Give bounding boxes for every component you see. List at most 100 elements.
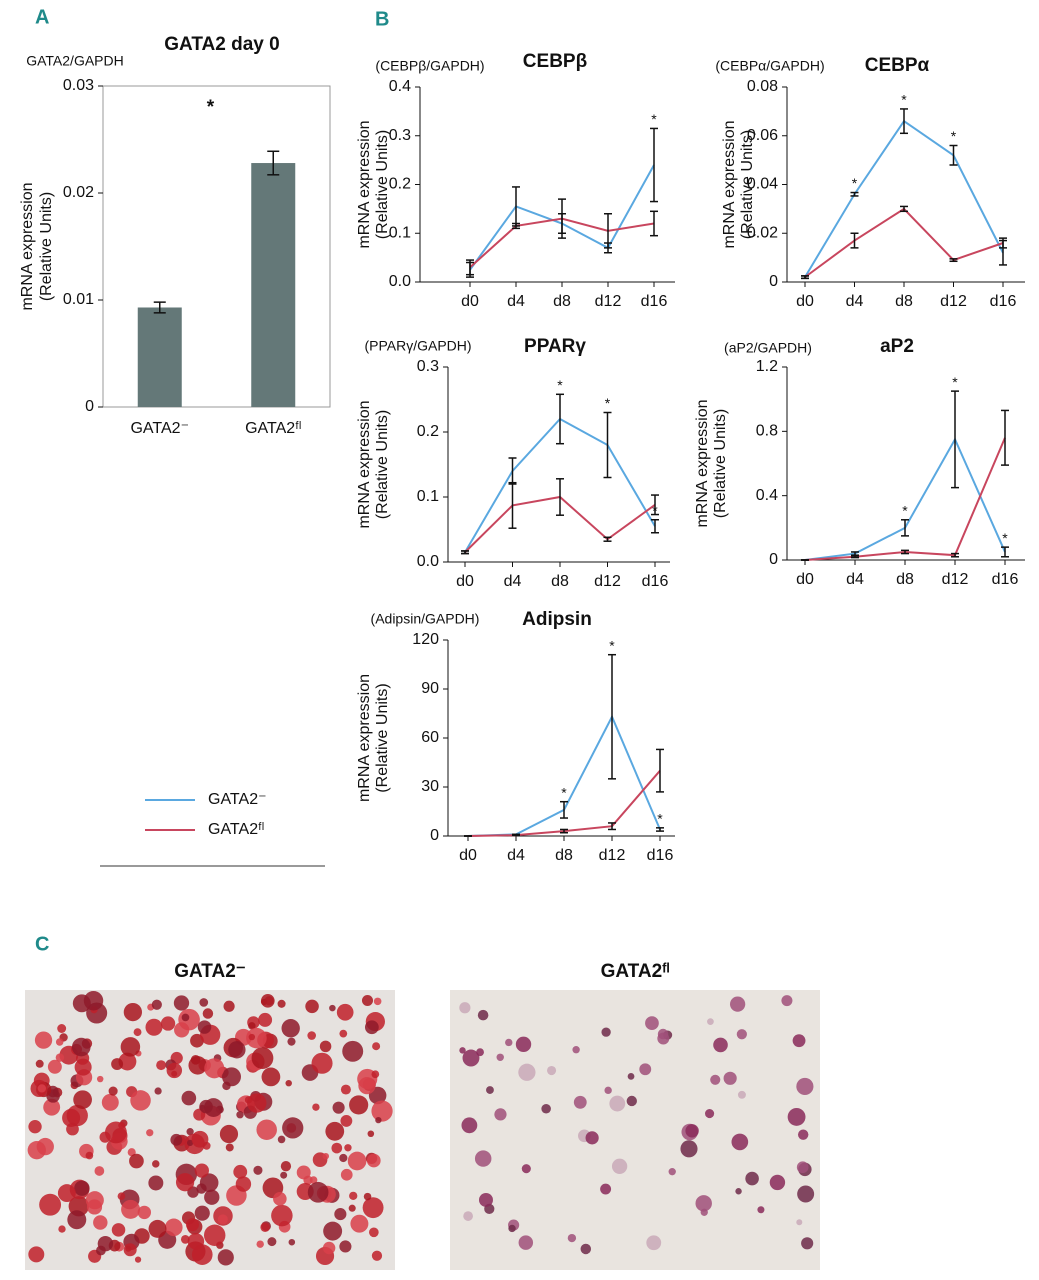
stain-droplet <box>296 1165 311 1180</box>
stain-droplet <box>186 1139 194 1147</box>
stain-droplet <box>288 1238 296 1246</box>
unit-label: (aP2/GAPDH) <box>724 340 812 356</box>
stain-droplet <box>258 1012 273 1027</box>
stain-droplet <box>129 1153 144 1169</box>
stain-droplet <box>478 1192 493 1207</box>
significance: * <box>951 128 957 144</box>
stain-droplet <box>194 1163 209 1178</box>
stain-droplet <box>695 1195 712 1212</box>
stain-droplet <box>55 1038 64 1046</box>
y-axis-label: mRNA expression <box>356 674 373 802</box>
x-tick-label: d8 <box>895 293 913 310</box>
stain-droplet <box>156 1060 167 1071</box>
x-tick-label: d12 <box>940 293 967 310</box>
stain-droplet <box>148 1219 167 1238</box>
stain-droplet <box>322 1152 330 1160</box>
chart-title: PPARγ <box>524 336 586 357</box>
stain-droplet <box>601 1027 611 1037</box>
stain-droplet <box>358 1077 376 1095</box>
stain-droplet <box>474 1150 492 1167</box>
stain-droplet <box>35 1059 44 1068</box>
stain-droplet <box>203 1224 226 1246</box>
stain-droplet <box>145 1018 163 1036</box>
stain-droplet <box>340 1168 353 1181</box>
panel-label: A <box>35 6 49 28</box>
stain-droplet <box>271 1204 293 1227</box>
stain-droplet <box>166 1062 183 1079</box>
stain-droplet <box>204 1058 225 1079</box>
y-axis-label: mRNA expression <box>356 400 373 528</box>
stain-droplet <box>737 1090 746 1099</box>
stain-droplet <box>657 1028 669 1040</box>
series-line <box>804 207 1004 278</box>
unit-label: (CEBPβ/GAPDH) <box>375 58 484 74</box>
y-axis-label: (Relative Units) <box>38 192 55 301</box>
y-tick-label: 0.3 <box>389 127 411 144</box>
stain-droplet <box>325 1121 345 1141</box>
y-axis-label: mRNA expression <box>721 120 738 248</box>
chart-title: CEBPα <box>865 55 930 76</box>
stain-droplet <box>801 1237 814 1250</box>
x-tick-label: d0 <box>796 293 814 310</box>
stain-droplet <box>339 1153 348 1163</box>
stain-droplet <box>37 1084 47 1093</box>
stain-droplet <box>57 1024 67 1033</box>
x-tick-label: d4 <box>846 571 864 588</box>
stain-droplet <box>305 999 319 1014</box>
stain-droplet <box>604 1086 612 1095</box>
y-axis-label: mRNA expression <box>694 399 711 527</box>
y-tick-label: 0.08 <box>747 78 778 95</box>
micrograph <box>450 990 820 1270</box>
stain-droplet <box>340 1115 353 1127</box>
stain-droplet <box>781 995 793 1007</box>
stain-droplet <box>121 1199 141 1219</box>
significance: * <box>852 175 858 191</box>
stain-droplet <box>217 1214 228 1225</box>
stain-droplet <box>477 1009 489 1021</box>
y-tick-label: 0.2 <box>389 176 411 193</box>
significance: * <box>557 377 563 393</box>
stain-droplet <box>43 1098 61 1116</box>
y-tick-label: 120 <box>412 631 439 648</box>
stain-droplet <box>97 1235 114 1252</box>
stain-droplet <box>340 1084 351 1095</box>
stain-droplet <box>459 1002 471 1014</box>
y-tick-label: 0.1 <box>389 224 411 241</box>
chart-title: Adipsin <box>522 609 592 630</box>
stain-droplet <box>27 1140 46 1160</box>
stain-droplet <box>101 1093 119 1111</box>
stain-droplet <box>199 1099 213 1114</box>
stain-droplet <box>160 1016 176 1031</box>
stain-droplet <box>190 1054 201 1065</box>
y-tick-label: 0.4 <box>389 78 411 95</box>
significance: * <box>609 637 615 653</box>
y-tick-label: 0.0 <box>417 553 439 570</box>
bar <box>251 163 296 407</box>
stain-droplet <box>796 1077 814 1096</box>
stain-droplet <box>375 1116 382 1124</box>
stain-droplet <box>769 1174 786 1191</box>
x-tick-label: d0 <box>456 573 474 590</box>
stain-droplet <box>371 1250 383 1261</box>
x-tick-label: d0 <box>796 571 814 588</box>
stain-droplet <box>94 1166 105 1176</box>
stain-droplet <box>133 1028 142 1037</box>
significance: * <box>651 111 657 127</box>
stain-droplet <box>260 993 275 1008</box>
stain-droplet <box>180 1235 190 1244</box>
stain-droplet <box>668 1167 676 1176</box>
x-tick-label: d16 <box>990 293 1017 310</box>
panel-label: C <box>35 933 49 955</box>
stain-droplet <box>342 1040 364 1062</box>
stain-droplet <box>154 1087 162 1095</box>
stain-droplet <box>235 1176 252 1192</box>
stain-droplet <box>123 1243 137 1257</box>
x-tick-label: d16 <box>642 573 669 590</box>
y-tick-label: 0.06 <box>747 127 778 144</box>
stain-droplet <box>148 1175 164 1191</box>
y-tick-label: 0.3 <box>417 358 439 375</box>
stain-droplet <box>28 1246 45 1263</box>
stain-droplet <box>67 1210 87 1230</box>
stain-droplet <box>223 1000 235 1012</box>
stain-droplet <box>174 1022 190 1038</box>
